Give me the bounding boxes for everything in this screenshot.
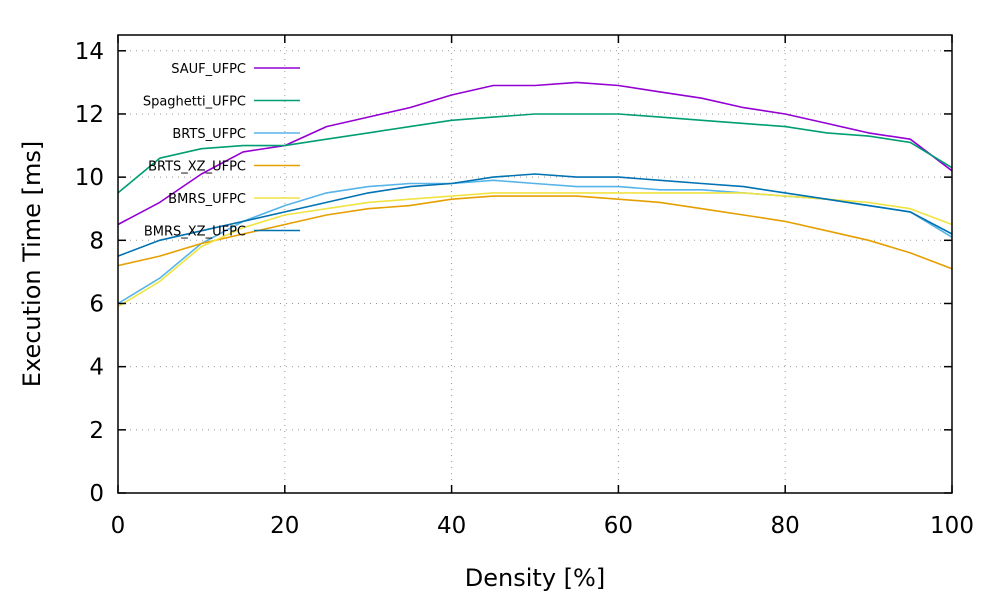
x-tick-label: 40 xyxy=(437,513,466,539)
x-tick-label: 20 xyxy=(270,513,299,539)
series-line-spaghetti-ufpc xyxy=(117,113,953,194)
legend-label: BMRS_UFPC xyxy=(168,192,246,207)
legend-label: BRTS_UFPC xyxy=(172,127,246,142)
legend-label: Spaghetti_UFPC xyxy=(143,95,246,110)
y-tick-label: 8 xyxy=(89,228,104,254)
plot-frame xyxy=(117,34,953,494)
y-tick-label: 2 xyxy=(89,418,104,444)
series-line-bmrs-ufpc xyxy=(117,192,953,308)
x-tick-label: 0 xyxy=(111,513,126,539)
y-tick-label: 10 xyxy=(75,165,104,191)
y-tick-label: 12 xyxy=(75,102,104,128)
x-tick-label: 80 xyxy=(771,513,800,539)
y-axis-title: Execution Time [ms] xyxy=(18,141,46,387)
x-tick-label: 100 xyxy=(930,513,974,539)
legend-label: BRTS_XZ_UFPC xyxy=(148,160,246,175)
y-tick-label: 4 xyxy=(89,355,104,381)
y-tick-label: 14 xyxy=(75,39,104,65)
x-axis-title: Density [%] xyxy=(465,564,605,592)
legend-label: SAUF_UFPC xyxy=(171,62,246,77)
axis-ticks: 0 20 40 60 80 100 0 2 4 6 8 10 12 14 xyxy=(75,35,974,539)
legend-label: BMRS_XZ_UFPC xyxy=(144,225,246,240)
y-tick-label: 6 xyxy=(89,291,104,317)
series-line-sauf-ufpc xyxy=(117,81,953,226)
legend: SAUF_UFPC Spaghetti_UFPC BRTS_UFPC BRTS_XZ_… xyxy=(143,62,300,240)
y-tick-label: 0 xyxy=(89,481,104,507)
series-line-bmrs-xz-ufpc xyxy=(117,173,953,257)
grid-lines xyxy=(118,35,952,493)
x-tick-label: 60 xyxy=(604,513,633,539)
series-lines xyxy=(117,81,953,308)
